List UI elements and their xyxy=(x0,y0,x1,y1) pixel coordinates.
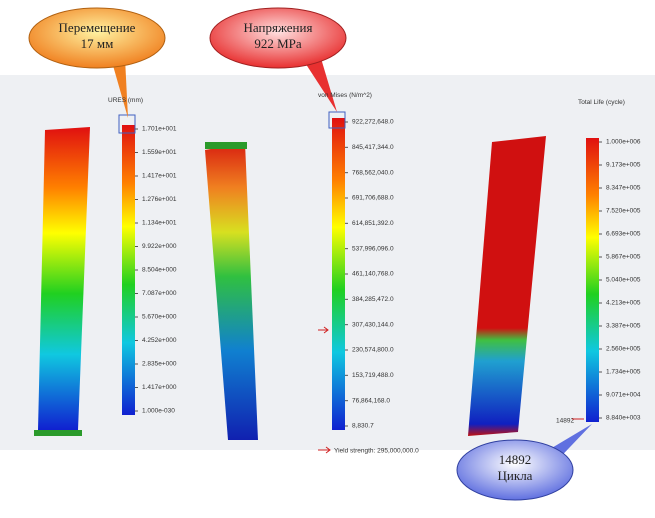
scale-label: 307,430,144.0 xyxy=(352,321,394,328)
scale-label: 461,140,768.0 xyxy=(352,271,394,278)
scale-label: 1.000e+006 xyxy=(606,139,641,146)
callout-text: 14892 xyxy=(499,452,532,467)
scale-label: 7.520e+005 xyxy=(606,208,641,215)
callout-text: Перемещение xyxy=(59,20,136,35)
scale-label: 768,562,040.0 xyxy=(352,169,394,176)
scale-label: 384,285,472.0 xyxy=(352,296,394,303)
scale-label: 4.213e+005 xyxy=(606,300,641,307)
callout-text: 922 MPa xyxy=(254,36,302,51)
scale-label: 6.693e+005 xyxy=(606,231,641,238)
color-bar xyxy=(332,118,345,430)
color-bar xyxy=(122,125,135,415)
scale-label: 5.670e+000 xyxy=(142,314,177,321)
scale-label: 4.252e+000 xyxy=(142,337,177,344)
yield-note: Yield strength: 295,000,000.0 xyxy=(334,448,419,455)
scale-label: 614,851,392.0 xyxy=(352,220,394,227)
scale-label: 8.347e+005 xyxy=(606,185,641,192)
scale-label: 9.922e+000 xyxy=(142,243,177,250)
scale-label: 2.560e+005 xyxy=(606,346,641,353)
scale-label: 1.134e+001 xyxy=(142,220,177,227)
scale-label: 691,706,688.0 xyxy=(352,195,394,202)
scale-label: 8.504e+000 xyxy=(142,267,177,274)
scale-label: 7.087e+000 xyxy=(142,290,177,297)
scale-label: 76,864,168.0 xyxy=(352,397,390,404)
scale-label: 5.040e+005 xyxy=(606,277,641,284)
scale-label: 230,574,800.0 xyxy=(352,347,394,354)
scale-title: URES (mm) xyxy=(108,97,143,104)
callout-text: Цикла xyxy=(498,468,533,483)
scale-label: 8,830.7 xyxy=(352,423,374,430)
scale-label: 153,719,488.0 xyxy=(352,372,394,379)
callout-text: 17 мм xyxy=(81,36,114,51)
scale-label: 2.835e+000 xyxy=(142,361,177,368)
scale-label: 9.071e+004 xyxy=(606,392,641,399)
scale-title: von Mises (N/m^2) xyxy=(318,92,372,99)
scale-label: 1.417e+001 xyxy=(142,173,177,180)
color-bar xyxy=(586,138,599,422)
marker-label: 14892 xyxy=(556,418,574,425)
scale-label: 5.867e+005 xyxy=(606,254,641,261)
scale-label: 1.417e+000 xyxy=(142,384,177,391)
scale-label: 3.387e+005 xyxy=(606,323,641,330)
scale-label: 1.734e+005 xyxy=(606,369,641,376)
screenshot-background xyxy=(0,75,655,450)
scale-label: 845,417,344.0 xyxy=(352,144,394,151)
scale-title: Total Life (cycle) xyxy=(578,99,625,106)
scale-label: 537,996,096.0 xyxy=(352,245,394,252)
fixture xyxy=(205,142,247,149)
scale-label: 1.000e-030 xyxy=(142,408,175,415)
scale-label: 9.173e+005 xyxy=(606,162,641,169)
fixture xyxy=(34,430,82,436)
page: Yield strength: 295,000,000.0 14892 Пере… xyxy=(0,0,655,518)
scale-label: 1.559e+001 xyxy=(142,149,177,156)
scale-label: 922,272,648.0 xyxy=(352,119,394,126)
scale-label: 1.276e+001 xyxy=(142,196,177,203)
callout-text: Напряжения xyxy=(244,20,313,35)
scale-label: 1.701e+001 xyxy=(142,126,177,133)
scale-label: 8.840e+003 xyxy=(606,415,641,422)
